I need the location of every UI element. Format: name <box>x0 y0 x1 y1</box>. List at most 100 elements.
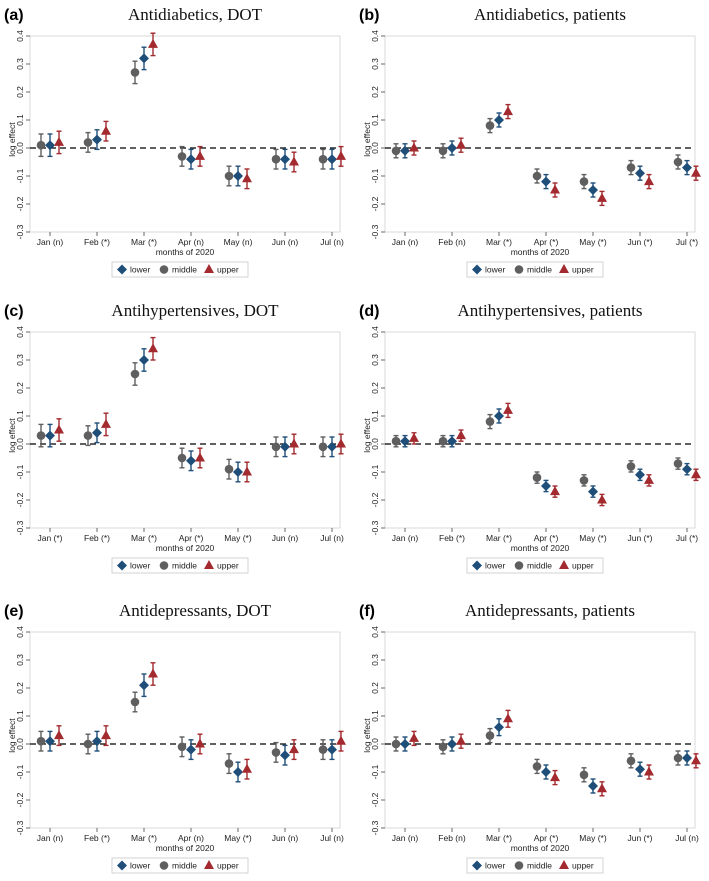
y-axis-label: log effect <box>7 718 17 753</box>
y-tick-label: 0.1 <box>370 410 380 422</box>
point-lower <box>588 185 598 195</box>
x-tick-label: Mar (*) <box>486 833 512 843</box>
point-middle <box>130 68 140 77</box>
point-upper <box>550 772 560 782</box>
y-tick-label: 0.4 <box>15 626 25 638</box>
point-upper <box>195 452 205 462</box>
y-tick-label: 0.4 <box>370 626 380 638</box>
legend-marker-lower <box>117 860 127 871</box>
y-tick-label: -0.2 <box>370 792 380 807</box>
y-tick-label: 0.4 <box>15 30 25 42</box>
y-tick-label: 0.2 <box>15 682 25 694</box>
point-lower <box>280 750 290 761</box>
x-tick-label: Jun (n) <box>272 833 299 843</box>
y-tick-label: 0.1 <box>370 114 380 126</box>
point-lower <box>447 739 457 749</box>
x-tick-label: Mar (*) <box>486 237 512 247</box>
legend: lower middle upper <box>111 857 249 874</box>
x-tick-label: Jul (n) <box>320 833 344 843</box>
point-middle <box>83 739 93 749</box>
point-lower <box>400 436 410 447</box>
y-tick-label: -0.3 <box>15 820 25 835</box>
legend: lower middle upper <box>111 261 249 278</box>
y-tick-label: 0.2 <box>15 86 25 98</box>
y-tick-label: 0.3 <box>370 58 380 70</box>
point-lower <box>400 739 410 749</box>
y-tick-label: 0.3 <box>370 354 380 366</box>
y-axis-label: log effect <box>362 418 372 453</box>
x-axis-label: months of 2020 <box>156 247 215 257</box>
point-upper <box>691 167 701 177</box>
x-tick-label: Feb (*) <box>84 533 110 543</box>
point-lower <box>588 781 598 791</box>
x-tick-label: Mar (*) <box>131 833 157 843</box>
x-tick-label: Jul (n) <box>320 533 344 543</box>
panel-title: Antidiabetics, patients <box>474 5 626 24</box>
panel-d: (d) Antihypertensives, patients -0.3 -0.2 -0… <box>359 301 701 574</box>
point-upper <box>691 755 701 765</box>
point-middle <box>391 739 401 749</box>
point-upper <box>289 156 299 166</box>
point-upper <box>242 466 252 476</box>
legend-label-lower: lower <box>130 561 150 571</box>
point-middle <box>673 753 683 763</box>
y-tick-label: 0.4 <box>370 30 380 42</box>
x-tick-label: Jul (n) <box>320 237 344 247</box>
x-tick-label: May (*) <box>224 533 252 543</box>
point-middle <box>318 442 328 452</box>
y-tick-label: -0.3 <box>370 820 380 835</box>
point-upper <box>54 424 64 434</box>
point-lower <box>588 486 598 497</box>
point-lower <box>541 767 551 777</box>
point-lower <box>92 736 102 747</box>
point-middle <box>626 163 636 172</box>
point-upper <box>597 783 607 793</box>
x-tick-label: May (*) <box>224 833 252 843</box>
point-middle <box>485 121 495 130</box>
point-lower <box>186 154 196 165</box>
y-tick-label: -0.3 <box>370 520 380 535</box>
y-axis-label: log effect <box>362 718 372 753</box>
y-tick-label: 0.0 <box>15 438 25 450</box>
legend-marker-middle <box>159 561 169 570</box>
point-lower <box>233 767 243 777</box>
legend-label-middle: middle <box>527 265 552 275</box>
point-lower <box>682 162 692 173</box>
x-tick-label: Feb (n) <box>438 237 466 247</box>
panel-c: (c) Antihypertensives, DOT -0.3 -0.2 -0.1 0.0… <box>4 301 346 574</box>
point-middle <box>83 138 93 147</box>
point-lower <box>92 427 102 438</box>
legend-label-lower: lower <box>485 861 505 871</box>
point-upper <box>195 150 205 160</box>
point-lower <box>682 753 692 763</box>
x-tick-label: Feb (n) <box>438 833 466 843</box>
y-tick-label: -0.1 <box>15 764 25 779</box>
point-upper <box>148 668 158 678</box>
point-lower <box>327 441 337 452</box>
y-tick-label: -0.1 <box>370 764 380 779</box>
point-upper <box>54 730 64 740</box>
panel-title: Antidepressants, patients <box>465 601 635 620</box>
panel-label: (c) <box>4 303 24 320</box>
x-axis-label: months of 2020 <box>156 543 215 553</box>
point-middle <box>130 369 140 379</box>
legend-box <box>466 557 604 574</box>
panel-a: (a) Antidiabetics, DOT -0.3 -0.2 -0.1 0.0 0.1 0… <box>4 5 346 278</box>
y-tick-label: -0.3 <box>15 224 25 239</box>
x-tick-label: Apr (n) <box>178 237 204 247</box>
plot-frame <box>384 631 696 829</box>
point-upper <box>691 469 701 479</box>
plot-frame <box>29 35 341 233</box>
panel-e: (e) Antidepressants, DOT -0.3 -0.2 -0.1 0.0 0.… <box>4 601 346 874</box>
x-tick-label: Apr (n) <box>178 833 204 843</box>
legend-label-upper: upper <box>217 265 239 275</box>
x-tick-label: Apr (*) <box>534 533 559 543</box>
point-upper <box>54 136 64 146</box>
point-middle <box>36 431 46 440</box>
point-upper <box>242 173 252 183</box>
y-tick-label: 0.0 <box>15 142 25 154</box>
point-middle <box>224 759 234 768</box>
point-middle <box>271 748 281 757</box>
legend-marker-lower <box>472 860 482 871</box>
y-tick-label: 0.0 <box>15 738 25 750</box>
